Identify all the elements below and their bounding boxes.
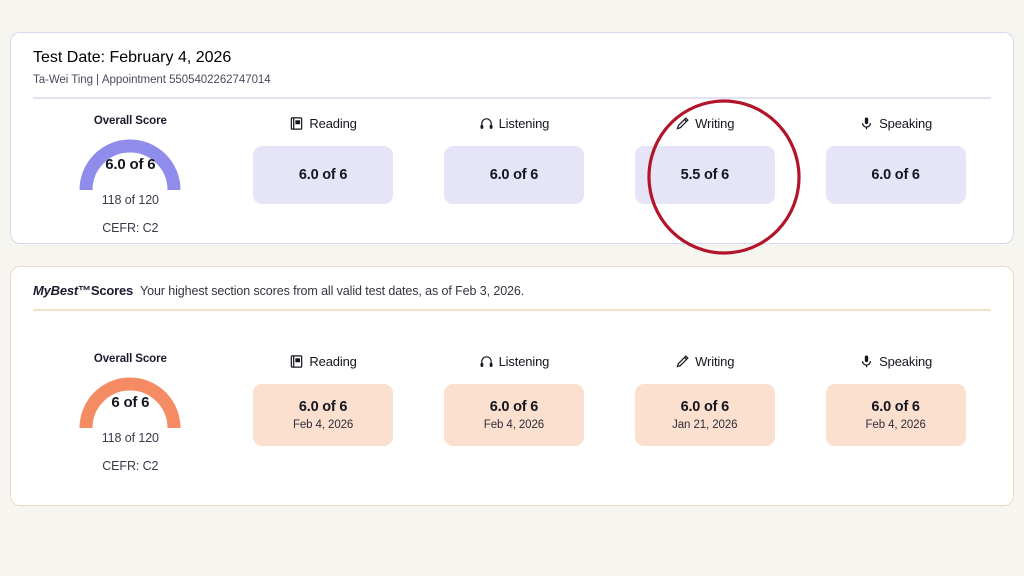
overall-cefr-level: CEFR: C2 <box>102 458 159 473</box>
test-section-reading: Reading 6.0 of 6 <box>228 115 419 204</box>
section-header: Listening <box>479 353 550 371</box>
headphones-icon <box>479 354 494 369</box>
test-score-row: Overall Score 6.0 of 6 118 of 120 CEFR: … <box>33 115 991 235</box>
mybest-section-speaking: Speaking 6.0 of 6 Feb 4, 2026 <box>800 353 991 446</box>
mybest-card-divider <box>33 309 991 311</box>
section-score: 6.0 of 6 <box>298 398 348 415</box>
test-section-listening: Listening 6.0 of 6 <box>419 115 610 204</box>
overall-score-value: 6.0 of 6 <box>105 155 156 173</box>
mybest-brand-rest: ™Scores <box>78 283 134 298</box>
test-date-card: Test Date: February 4, 2026 Ta-Wei Ting |… <box>10 32 1014 244</box>
section-name: Writing <box>695 354 735 369</box>
test-section-speaking: Speaking 6.0 of 6 <box>800 115 991 204</box>
score-tile[interactable]: 6.0 of 6 Feb 4, 2026 <box>825 383 966 446</box>
test-card-divider <box>33 97 991 99</box>
subtitle-separator: | <box>95 74 99 86</box>
section-name: Listening <box>498 116 550 131</box>
section-score: 6.0 of 6 <box>298 166 348 183</box>
mybest-overall-score: Overall Score 6 of 6 118 of 120 CEFR: C2 <box>33 353 228 473</box>
section-score: 5.5 of 6 <box>680 166 730 183</box>
overall-score-label: Overall Score <box>93 114 167 127</box>
microphone-icon <box>859 116 874 131</box>
section-date: Feb 4, 2026 <box>865 418 926 431</box>
overall-gauge: 6 of 6 <box>76 374 184 430</box>
score-tile[interactable]: 6.0 of 6 <box>825 145 966 204</box>
test-card-subtitle: Ta-Wei Ting | Appointment 5505402262747014 <box>33 74 991 86</box>
section-header: Listening <box>479 115 550 133</box>
section-date: Feb 4, 2026 <box>292 418 354 431</box>
mybest-scores-card: MyBest™Scores Your highest section score… <box>10 266 1014 506</box>
score-tile[interactable]: 6.0 of 6 Feb 4, 2026 <box>253 383 394 446</box>
section-name: Speaking <box>879 354 933 369</box>
section-header: Writing <box>675 353 734 371</box>
mybest-score-row: Overall Score 6 of 6 118 of 120 CEFR: C2 <box>33 353 991 473</box>
gauge-arc-purple <box>79 139 181 190</box>
gauge-arc-orange <box>79 377 181 428</box>
pencil-icon <box>675 354 690 369</box>
section-header: Speaking <box>859 115 932 133</box>
overall-raw-score: 118 of 120 <box>101 192 159 207</box>
section-score: 6.0 of 6 <box>871 166 920 183</box>
section-name: Listening <box>498 354 550 369</box>
score-tile[interactable]: 6.0 of 6 Jan 21, 2026 <box>634 383 775 446</box>
section-score: 6.0 of 6 <box>871 398 920 415</box>
section-score: 6.0 of 6 <box>489 166 539 183</box>
score-tile[interactable]: 6.0 of 6 <box>253 145 394 204</box>
section-name: Reading <box>309 116 357 131</box>
section-header: Speaking <box>859 353 932 371</box>
section-score: 6.0 of 6 <box>680 398 730 415</box>
overall-score-label: Overall Score <box>93 352 167 365</box>
book-icon <box>289 116 304 131</box>
section-name: Speaking <box>879 116 933 131</box>
mybest-header: MyBest™Scores Your highest section score… <box>33 283 991 298</box>
section-name: Reading <box>309 354 357 369</box>
mybest-section-listening: Listening 6.0 of 6 Feb 4, 2026 <box>419 353 610 446</box>
score-tile[interactable]: 6.0 of 6 Feb 4, 2026 <box>443 383 584 446</box>
headphones-icon <box>479 116 494 131</box>
score-tile[interactable]: 5.5 of 6 <box>634 145 775 204</box>
overall-score-value: 6 of 6 <box>111 393 150 411</box>
mybest-section-reading: Reading 6.0 of 6 Feb 4, 2026 <box>228 353 419 446</box>
section-header: Reading <box>289 353 357 371</box>
candidate-name: Ta-Wei Ting <box>33 74 93 86</box>
overall-gauge: 6.0 of 6 <box>76 136 184 192</box>
overall-cefr-level: CEFR: C2 <box>102 220 159 235</box>
test-overall-score: Overall Score 6.0 of 6 118 of 120 CEFR: … <box>33 115 228 235</box>
pencil-icon <box>675 116 690 131</box>
book-icon <box>289 354 304 369</box>
mybest-section-writing: Writing 6.0 of 6 Jan 21, 2026 <box>609 353 800 446</box>
test-date-title: Test Date: February 4, 2026 <box>33 49 232 66</box>
mybest-brand: MyBest™Scores <box>33 283 133 298</box>
mybest-note: Your highest section scores from all val… <box>140 284 525 298</box>
mybest-brand-italic: MyBest <box>33 283 79 298</box>
test-section-writing: Writing 5.5 of 6 <box>609 115 800 204</box>
overall-raw-score: 118 of 120 <box>101 430 159 445</box>
section-date: Feb 4, 2026 <box>483 418 545 431</box>
section-header: Writing <box>675 115 734 133</box>
section-date: Jan 21, 2026 <box>672 418 738 431</box>
section-score: 6.0 of 6 <box>489 398 539 415</box>
section-name: Writing <box>695 116 735 131</box>
score-tile[interactable]: 6.0 of 6 <box>443 145 584 204</box>
appointment-number: Appointment 5505402262747014 <box>101 74 271 86</box>
section-header: Reading <box>289 115 357 133</box>
microphone-icon <box>859 354 874 369</box>
